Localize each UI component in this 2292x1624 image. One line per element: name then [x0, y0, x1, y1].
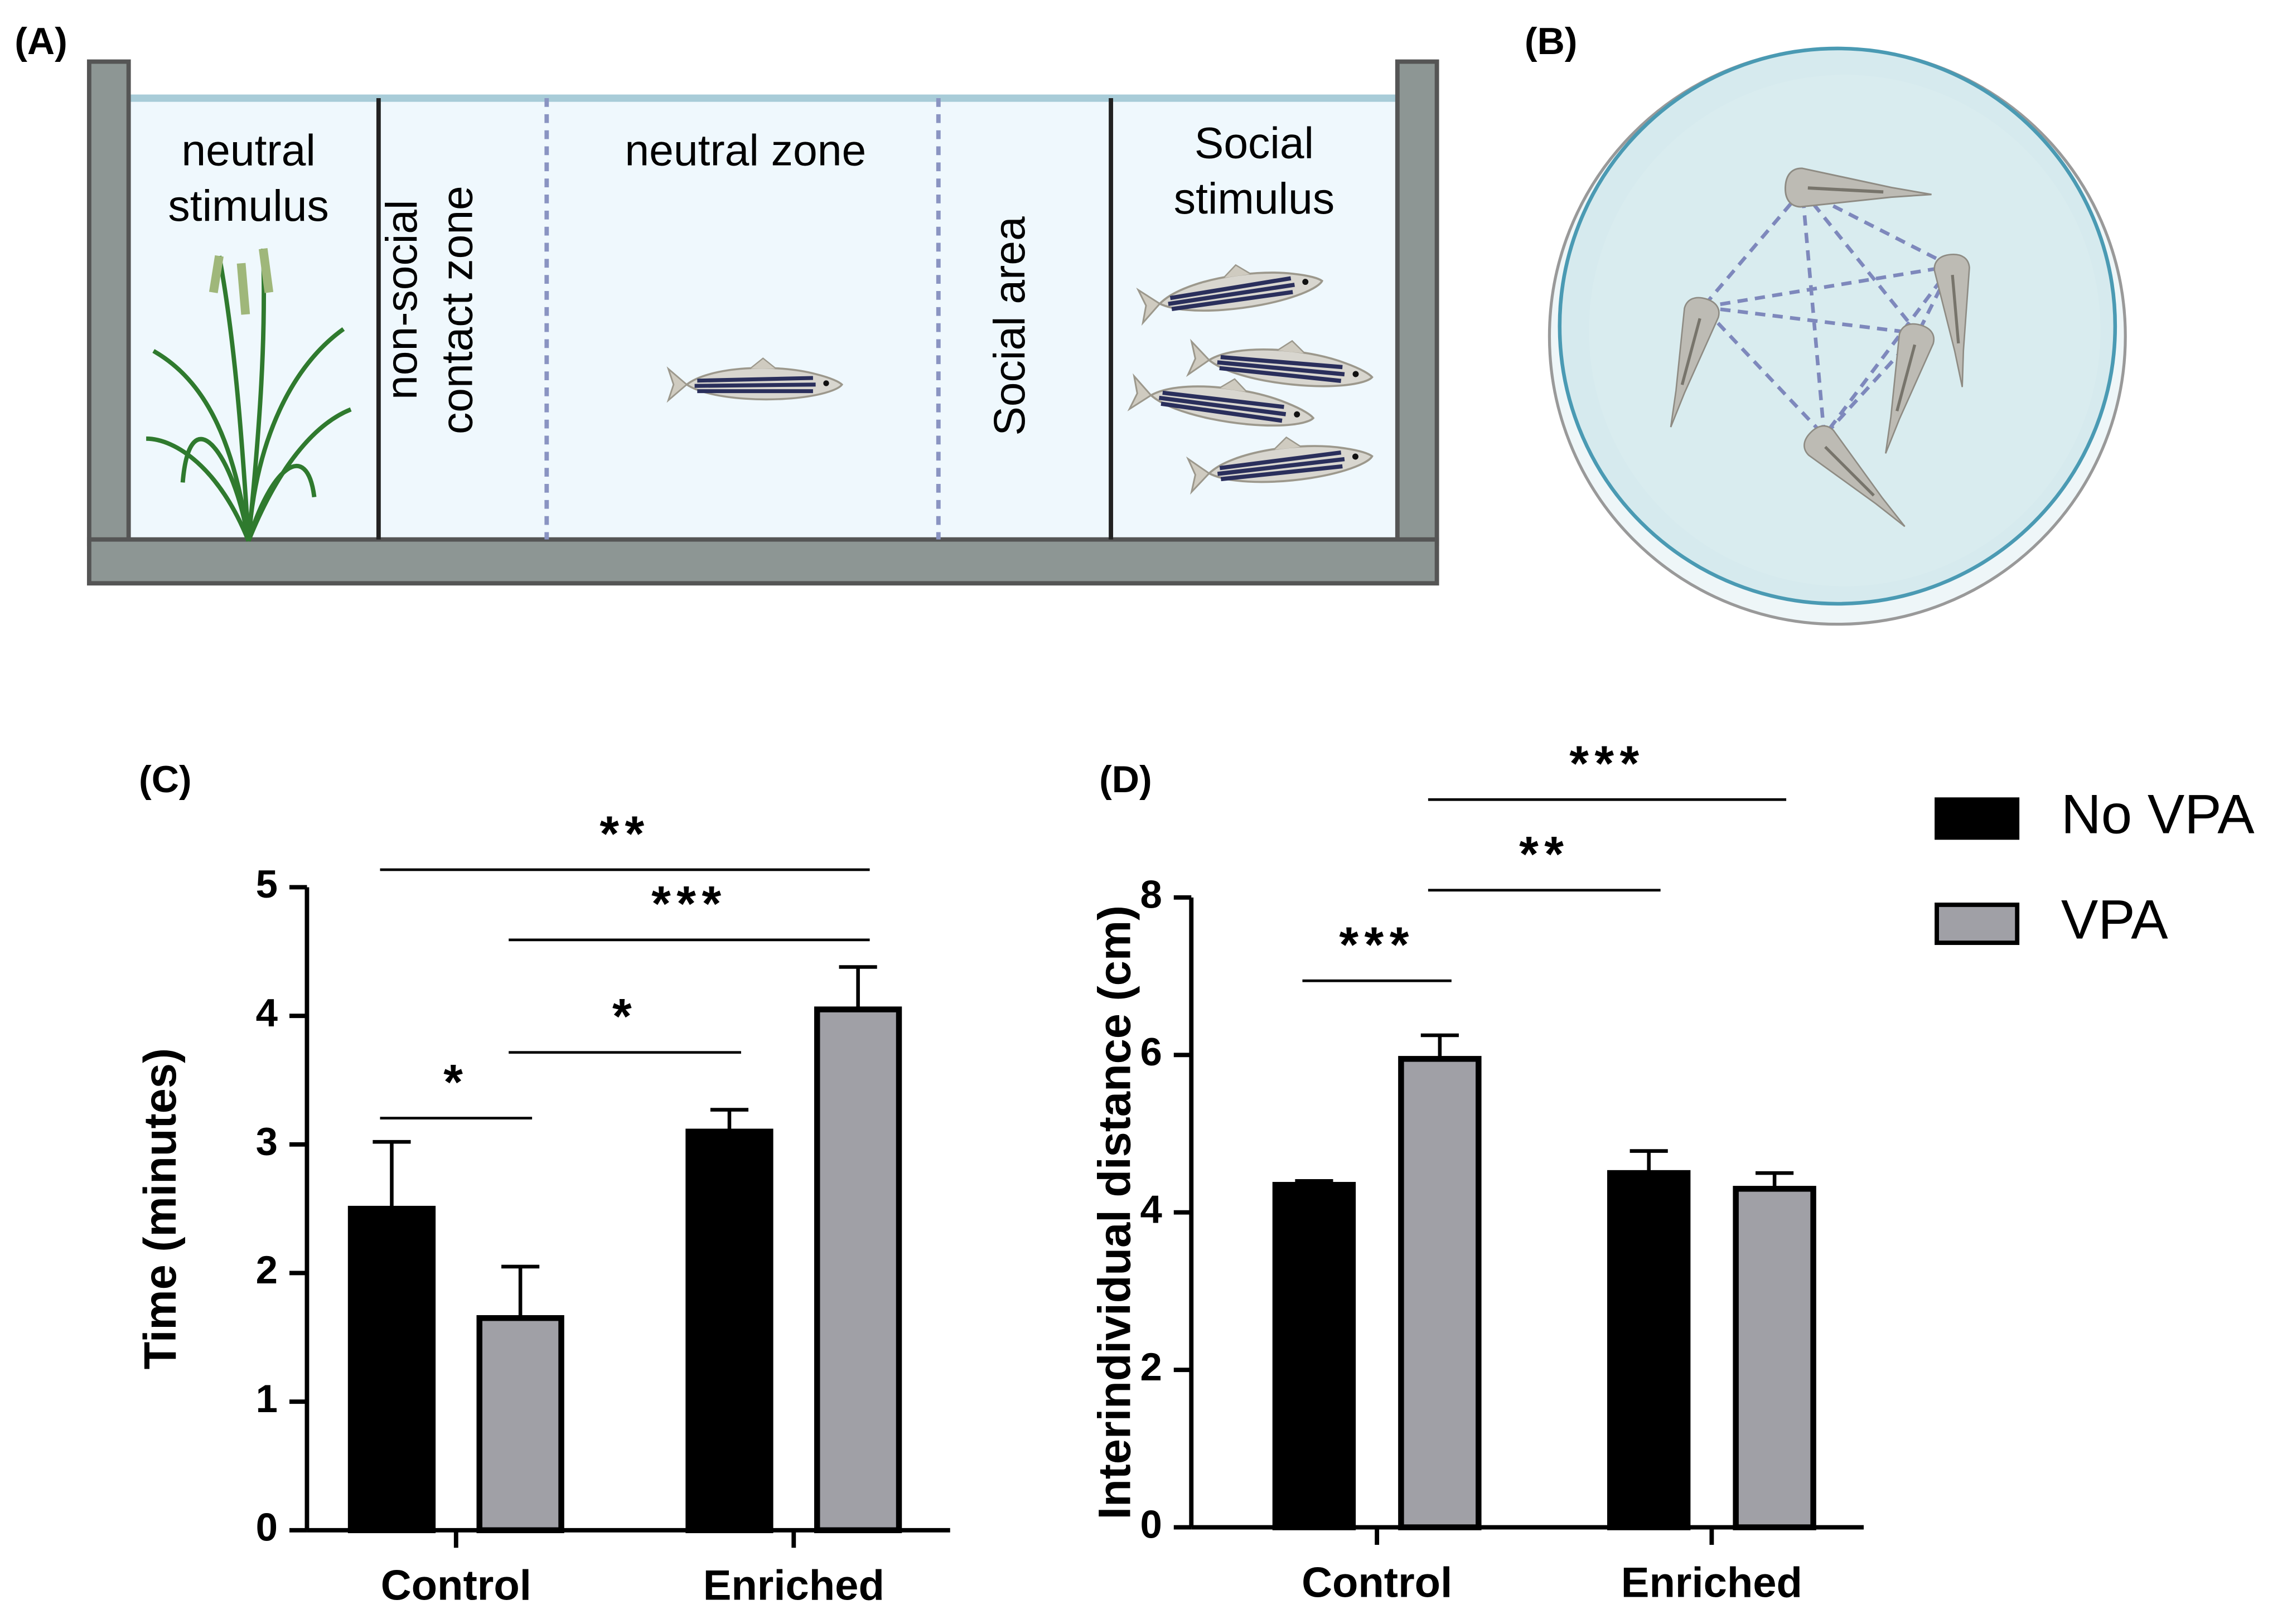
bar: [1607, 1170, 1691, 1530]
bar: [1272, 1182, 1356, 1530]
tank-water: [128, 95, 1398, 541]
bar: [685, 1128, 773, 1534]
zone-label: neutral: [181, 125, 315, 174]
legend-swatch: [1935, 797, 2020, 840]
y-axis-label: Time (minutes): [135, 1048, 186, 1369]
tank-floor: [86, 537, 1439, 586]
tank-wall: [86, 59, 131, 546]
legend-label: No VPA: [2061, 784, 2255, 846]
x-tick-label: Enriched: [1621, 1559, 1802, 1606]
significance-label: *: [612, 988, 637, 1044]
y-tick-label: 6: [1140, 1030, 1162, 1074]
zone-label: non-social: [377, 200, 426, 400]
y-tick-label: 1: [256, 1376, 278, 1421]
zone-label: contact zone: [432, 186, 481, 434]
zone-label: Social area: [985, 216, 1034, 436]
dish-inner: [1589, 75, 2101, 586]
zone-label: Social: [1195, 118, 1314, 167]
panel-label: (B): [1525, 20, 1578, 62]
bar: [347, 1205, 436, 1534]
zone-label: stimulus: [168, 181, 328, 230]
y-tick-label: 4: [256, 991, 278, 1035]
y-tick-label: 4: [1140, 1187, 1162, 1231]
bar: [814, 1006, 902, 1534]
y-tick-label: 2: [1140, 1345, 1162, 1389]
significance-label: ***: [651, 876, 727, 932]
significance-label: *: [443, 1054, 468, 1110]
panel-label: (C): [139, 758, 192, 801]
significance-label: ***: [1569, 735, 1645, 791]
tank-wall: [1395, 59, 1439, 546]
significance-label: ***: [1339, 917, 1415, 972]
panel-label: (A): [14, 20, 67, 62]
zone-label: stimulus: [1174, 174, 1334, 223]
x-tick-label: Control: [381, 1562, 531, 1610]
legend-swatch: [1935, 903, 2020, 946]
bar: [1733, 1186, 1816, 1530]
significance-label: **: [1519, 826, 1569, 882]
x-tick-label: Control: [1302, 1559, 1452, 1606]
significance-label: **: [599, 806, 650, 861]
y-tick-label: 5: [256, 862, 278, 906]
legend-label: VPA: [2061, 889, 2168, 951]
y-tick-label: 0: [1140, 1502, 1162, 1546]
zone-label: neutral zone: [625, 125, 866, 174]
y-tick-label: 2: [256, 1248, 278, 1292]
y-tick-label: 0: [256, 1505, 278, 1549]
x-tick-label: Enriched: [703, 1562, 884, 1610]
y-tick-label: 8: [1140, 872, 1162, 917]
y-tick-label: 3: [256, 1119, 278, 1164]
bar: [476, 1315, 564, 1534]
plant: [146, 248, 352, 542]
y-axis-label: Interindividual distance (cm): [1090, 905, 1140, 1520]
bar: [1398, 1056, 1482, 1530]
panel-label: (D): [1099, 758, 1152, 801]
